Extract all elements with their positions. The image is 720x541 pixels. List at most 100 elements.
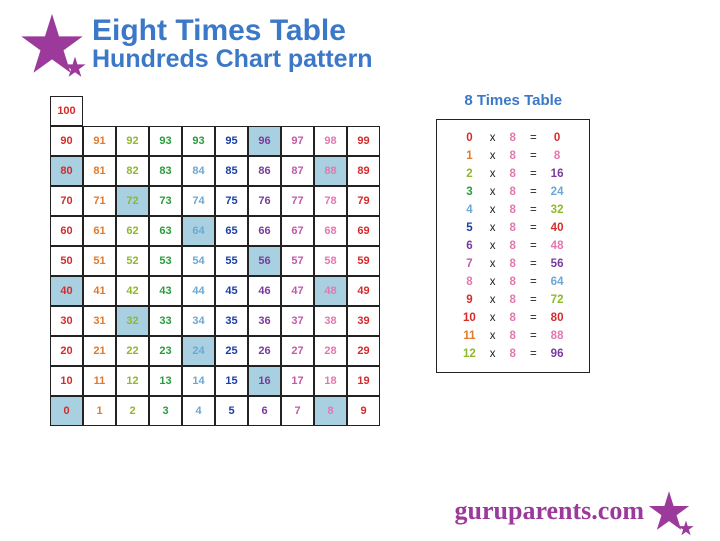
chart-cell: 58 [314,246,347,276]
factor-b: 8 [504,328,522,344]
chart-cell: 30 [50,306,83,336]
chart-cell: 57 [281,246,314,276]
chart-cell: 71 [83,186,116,216]
chart-cell: 29 [347,336,380,366]
content: 1009091929393959697989980818283848586878… [0,84,720,426]
chart-cell: 18 [314,366,347,396]
chart-cell: 62 [116,216,149,246]
chart-cell: 64 [182,216,215,246]
op-eq: = [524,166,543,182]
chart-cell: 98 [314,126,347,156]
chart-cell: 47 [281,276,314,306]
chart-cell: 9 [347,396,380,426]
chart-cell: 56 [248,246,281,276]
chart-cell: 32 [116,306,149,336]
chart-cell: 95 [215,126,248,156]
op-eq: = [524,202,543,218]
page-subtitle: Hundreds Chart pattern [92,46,373,74]
result: 40 [545,220,570,236]
factor-a: 7 [457,256,482,272]
chart-cell: 69 [347,216,380,246]
op-x: x [484,274,502,290]
chart-cell: 14 [182,366,215,396]
op-eq: = [524,346,543,362]
times-table-block: 8 Times Table 0x8=01x8=82x8=163x8=244x8=… [436,92,590,426]
factor-a: 11 [457,328,482,344]
chart-cell: 63 [149,216,182,246]
factor-b: 8 [504,148,522,164]
chart-cell: 11 [83,366,116,396]
chart-cell: 82 [116,156,149,186]
result: 56 [545,256,570,272]
chart-cell: 10 [50,366,83,396]
chart-cell: 41 [83,276,116,306]
op-eq: = [524,238,543,254]
op-eq: = [524,148,543,164]
chart-cell: 73 [149,186,182,216]
chart-cell: 66 [248,216,281,246]
result: 48 [545,238,570,254]
chart-cell: 90 [50,126,83,156]
chart-cell: 52 [116,246,149,276]
op-eq: = [524,220,543,236]
factor-a: 10 [457,310,482,326]
chart-cell: 65 [215,216,248,246]
chart-cell: 17 [281,366,314,396]
chart-cell: 55 [215,246,248,276]
chart-cell: 37 [281,306,314,336]
header: Eight Times Table Hundreds Chart pattern [0,0,720,84]
chart-cell: 83 [149,156,182,186]
factor-b: 8 [504,256,522,272]
chart-cell: 53 [149,246,182,276]
op-x: x [484,130,502,146]
chart-cell: 7 [281,396,314,426]
chart-cell: 35 [215,306,248,336]
chart-cell: 89 [347,156,380,186]
footer-text: guruparents.com [455,496,644,526]
op-eq: = [524,292,543,308]
chart-cell: 97 [281,126,314,156]
chart-cell: 24 [182,336,215,366]
factor-b: 8 [504,310,522,326]
chart-cell: 92 [116,126,149,156]
chart-cell: 22 [116,336,149,366]
chart-cell: 12 [116,366,149,396]
factor-b: 8 [504,292,522,308]
result: 64 [545,274,570,290]
chart-cell: 76 [248,186,281,216]
title-block: Eight Times Table Hundreds Chart pattern [92,15,373,74]
op-x: x [484,202,502,218]
times-title: 8 Times Table [436,92,590,109]
result: 32 [545,202,570,218]
chart-cell: 60 [50,216,83,246]
result: 24 [545,184,570,200]
star-icon [648,490,690,532]
hundreds-chart: 1009091929393959697989980818283848586878… [50,96,380,426]
chart-cell: 79 [347,186,380,216]
op-x: x [484,148,502,164]
op-x: x [484,166,502,182]
chart-cell: 20 [50,336,83,366]
chart-cell: 16 [248,366,281,396]
chart-cell: 42 [116,276,149,306]
chart-cell: 51 [83,246,116,276]
factor-a: 9 [457,292,482,308]
chart-cell: 0 [50,396,83,426]
star-icon [20,12,84,76]
chart-cell: 21 [83,336,116,366]
chart-cell: 34 [182,306,215,336]
result: 72 [545,292,570,308]
chart-cell: 93 [149,126,182,156]
chart-cell: 75 [215,186,248,216]
result: 16 [545,166,570,182]
op-x: x [484,310,502,326]
chart-cell: 77 [281,186,314,216]
factor-b: 8 [504,184,522,200]
chart-cell: 28 [314,336,347,366]
chart-cell: 54 [182,246,215,276]
chart-cell: 23 [149,336,182,366]
chart-cell: 91 [83,126,116,156]
chart-cell: 96 [248,126,281,156]
chart-cell: 46 [248,276,281,306]
factor-a: 1 [457,148,482,164]
